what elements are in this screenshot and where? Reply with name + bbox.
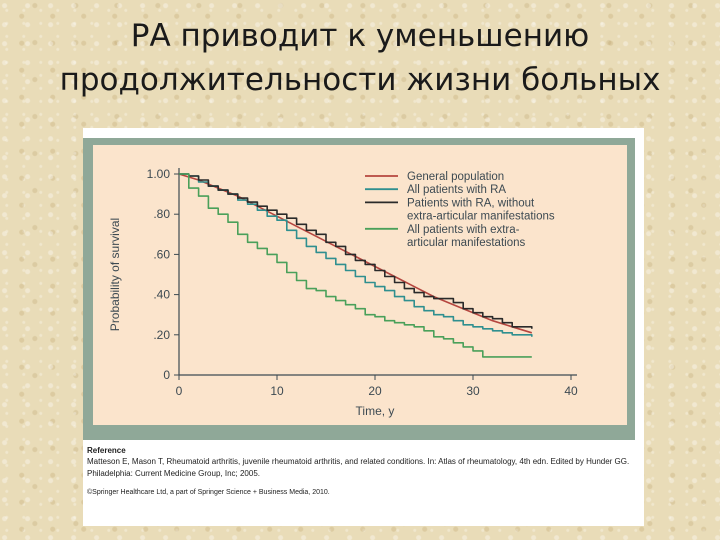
slide-title-line-1: РА приводит к уменьшению xyxy=(130,18,590,54)
reference-text: Matteson E, Mason T, Rheumatoid arthriti… xyxy=(87,457,630,478)
x-tick-label: 0 xyxy=(176,384,183,398)
y-axis-label: Probability of survival xyxy=(108,218,122,331)
x-tick-label: 40 xyxy=(564,384,578,398)
legend-label: All patients with RA xyxy=(407,184,506,196)
slide-title: РА приводит к уменьшению продолжительнос… xyxy=(0,14,720,102)
x-axis-label: Time, y xyxy=(356,404,395,418)
slide-title-line-2: продолжительности жизни больных xyxy=(59,62,661,98)
y-tick-label: 0 xyxy=(163,368,170,382)
legend-label: General population xyxy=(407,171,504,183)
y-tick-label: .20 xyxy=(153,328,170,342)
plot-area xyxy=(93,145,627,425)
series-line-3 xyxy=(179,173,533,329)
series-line-2 xyxy=(179,173,533,337)
legend-label: articular manifestations xyxy=(407,237,525,249)
x-tick-label: 10 xyxy=(270,384,284,398)
copyright-notice: ©Springer Healthcare Ltd, a part of Spri… xyxy=(87,489,330,496)
y-tick-label: .60 xyxy=(153,247,170,261)
reference-heading: Reference xyxy=(87,446,126,455)
legend-label: Patients with RA, without xyxy=(407,197,535,209)
y-tick-label: .40 xyxy=(153,288,170,302)
x-tick-label: 20 xyxy=(368,384,382,398)
figure-box: 0 .20 .40 .60 .80 1.00 0 10 20 30 40 Time, y Probabi… xyxy=(83,128,644,526)
legend-label: All patients with extra- xyxy=(407,224,520,236)
survival-chart: 0 .20 .40 .60 .80 1.00 0 10 20 30 40 Time, y Probabi… xyxy=(83,138,635,440)
y-tick-label: .80 xyxy=(153,207,170,221)
reference-section: Reference Matteson E, Mason T, Rheumatoi… xyxy=(83,441,644,496)
legend-label: extra-articular manifestations xyxy=(407,211,555,223)
series-line-4 xyxy=(179,173,532,358)
x-tick-label: 30 xyxy=(466,384,480,398)
y-tick-label: 1.00 xyxy=(147,167,171,181)
